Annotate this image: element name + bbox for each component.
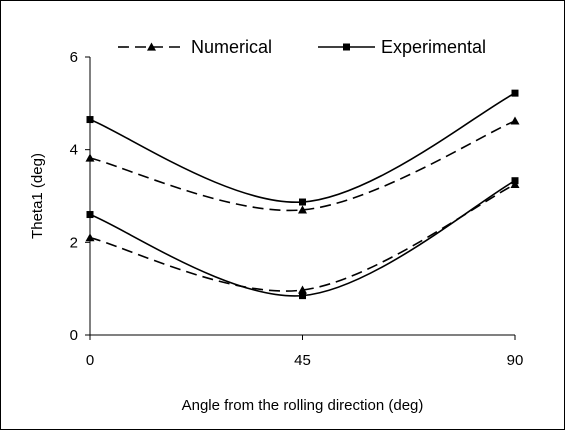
experimental-upper-series-line [89,92,516,203]
experimental-lower-point [299,292,306,300]
numerical-lower-point [298,285,307,294]
x-axis-title: Angle from the rolling direction (deg) [182,397,424,414]
numerical-upper-point [85,153,95,162]
experimental-lower-point [511,177,519,185]
series-layer [89,92,516,297]
y-tick-label: 4 [70,142,78,159]
legend-label-experimental: Experimental [381,37,486,57]
legend-marker-numerical [147,42,156,51]
legend-marker-experimental [343,43,350,51]
legend: Numerical Experimental [118,37,486,57]
experimental-lower-point [86,211,94,219]
x-tick-label: 90 [507,352,524,369]
experimental-upper-point [299,198,306,206]
y-tick-label: 6 [70,49,78,66]
experimental-lower-series-line [89,180,516,297]
legend-label-numerical: Numerical [191,37,272,57]
numerical-upper-series-line [89,120,516,212]
x-tick-label: 0 [86,352,94,369]
y-tick-label: 2 [70,234,78,251]
numerical-lower-point [85,233,95,242]
ticks: 0 2 4 6 0 45 90 [70,49,524,369]
y-axis-title: Theta1 (deg) [29,153,46,239]
markers-layer [85,89,520,300]
experimental-upper-point [511,89,519,97]
x-tick-label: 45 [294,352,311,369]
numerical-upper-point [510,116,520,125]
numerical-upper-point [298,205,307,214]
experimental-upper-point [86,116,94,124]
y-tick-label: 0 [70,327,78,344]
